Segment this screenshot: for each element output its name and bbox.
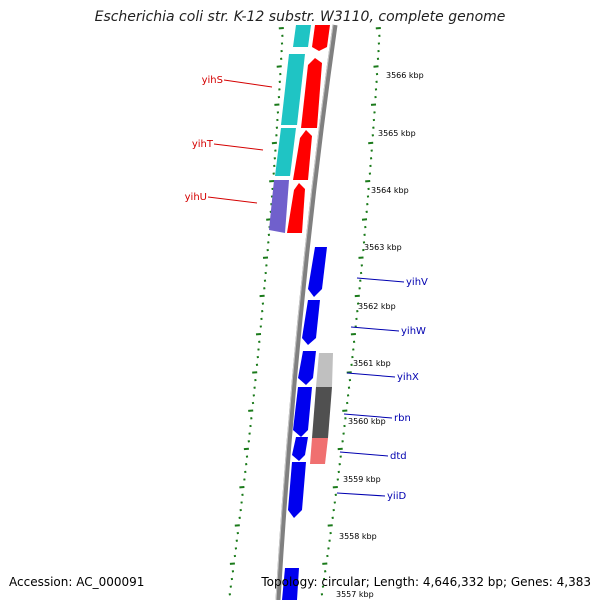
gene-red-3[interactable] — [293, 130, 312, 180]
genome-backbone-highlight — [275, 24, 334, 600]
gene-label-yihT[interactable]: yihT — [192, 139, 214, 150]
genome-backbone — [275, 24, 338, 600]
gene-label-yihX[interactable]: yihX — [397, 372, 419, 383]
right-tick-marks — [320, 27, 381, 596]
scale-label-3562: 3562 kbp — [358, 302, 396, 311]
gene-cyan-top[interactable] — [293, 25, 311, 47]
gene-blue-6[interactable] — [288, 462, 306, 518]
gene-blue-bottom[interactable] — [282, 568, 299, 600]
scale-label-3563: 3563 kbp — [364, 243, 402, 252]
scale-label-3560: 3560 kbp — [348, 417, 386, 426]
gene-label-dtd[interactable]: dtd — [390, 451, 407, 462]
gene-label-yihV[interactable]: yihV — [406, 277, 428, 288]
map-title: Escherichia coli str. K-12 substr. W3110… — [94, 9, 506, 25]
gene-red-4[interactable] — [287, 183, 305, 233]
scale-label-3557: 3557 kbp — [336, 590, 374, 599]
gene-blue-1[interactable] — [308, 247, 327, 297]
gene-label-yiiD[interactable]: yiiD — [387, 491, 406, 502]
scale-label-3566: 3566 kbp — [386, 71, 424, 80]
genome-summary-text: Topology: circular; Length: 4,646,332 bp… — [261, 575, 591, 589]
gene-label-rbn[interactable]: rbn — [394, 413, 411, 424]
label-leaders — [207, 79, 405, 497]
gene-label-yihW[interactable]: yihW — [401, 326, 426, 337]
gene-blue-5[interactable] — [292, 437, 308, 461]
gene-red-top[interactable] — [312, 25, 330, 51]
scale-label-3565: 3565 kbp — [378, 129, 416, 138]
gene-label-yihU[interactable]: yihU — [185, 192, 207, 203]
gene-lightgray-yihX[interactable] — [316, 353, 333, 387]
gene-blue-2[interactable] — [302, 300, 320, 345]
gene-salmon-dtd[interactable] — [310, 438, 328, 464]
scale-label-3564: 3564 kbp — [371, 186, 409, 195]
left-tick-marks — [228, 27, 284, 596]
scale-label-3558: 3558 kbp — [339, 532, 377, 541]
accession-text: Accession: AC_000091 — [9, 575, 145, 589]
gene-purple-yihU[interactable] — [269, 180, 289, 233]
gene-blue-3[interactable] — [298, 351, 316, 385]
gene-cyan-yihT[interactable] — [275, 128, 296, 176]
gene-darkgray-rbn[interactable] — [312, 387, 332, 438]
scale-label-3561: 3561 kbp — [353, 359, 391, 368]
gene-cyan-yihS[interactable] — [281, 54, 305, 125]
scale-label-3559: 3559 kbp — [343, 475, 381, 484]
gene-label-yihS[interactable]: yihS — [202, 75, 223, 86]
gene-red-2[interactable] — [301, 58, 322, 128]
gene-blue-4[interactable] — [293, 387, 312, 437]
